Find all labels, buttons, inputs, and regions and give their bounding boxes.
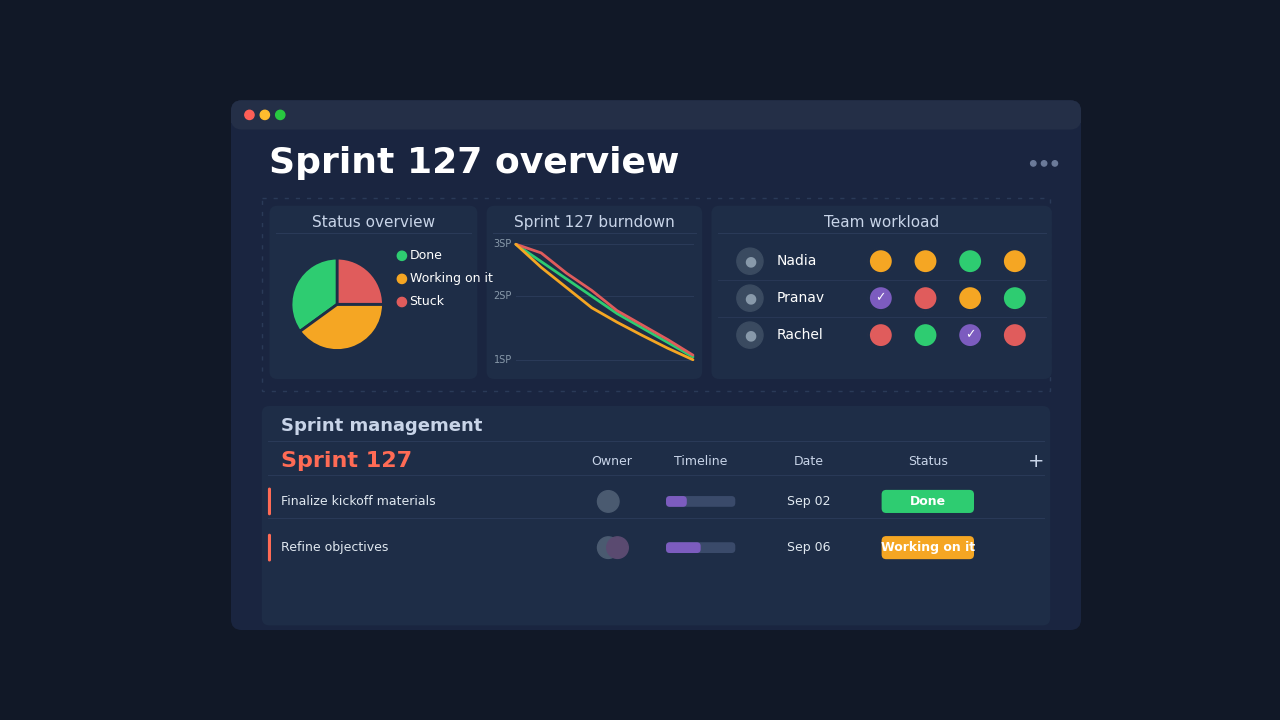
- Bar: [230, 116, 1082, 123]
- Text: Done: Done: [910, 495, 946, 508]
- Circle shape: [957, 249, 983, 274]
- Circle shape: [397, 297, 407, 307]
- Text: Pranav: Pranav: [777, 291, 826, 305]
- Text: Date: Date: [794, 455, 823, 468]
- Text: +: +: [1028, 452, 1044, 471]
- Circle shape: [957, 323, 983, 348]
- Text: Sprint 127 burndown: Sprint 127 burndown: [515, 215, 675, 230]
- Circle shape: [869, 286, 893, 310]
- Text: Stuck: Stuck: [410, 295, 444, 308]
- Circle shape: [913, 323, 938, 348]
- Circle shape: [913, 286, 938, 310]
- Wedge shape: [337, 258, 384, 305]
- Circle shape: [737, 285, 763, 311]
- FancyBboxPatch shape: [262, 406, 1050, 626]
- Circle shape: [598, 537, 620, 559]
- Circle shape: [913, 249, 938, 274]
- Circle shape: [397, 251, 407, 261]
- Text: ●: ●: [744, 254, 756, 268]
- Circle shape: [244, 110, 253, 120]
- Text: 3SP: 3SP: [494, 239, 512, 249]
- Circle shape: [1002, 249, 1027, 274]
- Text: Status: Status: [908, 455, 947, 468]
- Circle shape: [260, 110, 270, 120]
- Circle shape: [275, 110, 285, 120]
- Circle shape: [957, 286, 983, 310]
- Text: Status overview: Status overview: [312, 215, 435, 230]
- Circle shape: [397, 274, 407, 284]
- Circle shape: [869, 323, 893, 348]
- Text: Owner: Owner: [591, 455, 632, 468]
- Text: 1SP: 1SP: [494, 355, 512, 365]
- FancyBboxPatch shape: [882, 490, 974, 513]
- Text: Rachel: Rachel: [777, 328, 823, 342]
- FancyBboxPatch shape: [666, 496, 687, 507]
- Text: Team workload: Team workload: [824, 215, 940, 230]
- Circle shape: [1002, 323, 1027, 348]
- FancyBboxPatch shape: [230, 100, 1082, 630]
- Text: Finalize kickoff materials: Finalize kickoff materials: [282, 495, 435, 508]
- Text: Timeline: Timeline: [675, 455, 727, 468]
- Wedge shape: [300, 305, 384, 351]
- Text: Nadia: Nadia: [777, 254, 817, 268]
- Circle shape: [1002, 286, 1027, 310]
- Wedge shape: [291, 258, 337, 331]
- Circle shape: [869, 249, 893, 274]
- FancyBboxPatch shape: [268, 487, 271, 516]
- Circle shape: [737, 248, 763, 274]
- Text: ●: ●: [744, 291, 756, 305]
- Text: 2SP: 2SP: [494, 291, 512, 301]
- Text: Working on it: Working on it: [881, 541, 975, 554]
- Text: Sprint management: Sprint management: [282, 417, 483, 435]
- Text: ●: ●: [744, 328, 756, 342]
- Circle shape: [1030, 161, 1036, 166]
- Text: Sprint 127 overview: Sprint 127 overview: [270, 146, 680, 181]
- Bar: [262, 198, 1050, 390]
- Circle shape: [607, 537, 628, 559]
- FancyBboxPatch shape: [268, 534, 271, 562]
- Circle shape: [1052, 161, 1057, 166]
- Text: Sep 02: Sep 02: [787, 495, 831, 508]
- Text: Refine objectives: Refine objectives: [282, 541, 388, 554]
- FancyBboxPatch shape: [486, 206, 703, 379]
- Circle shape: [737, 322, 763, 348]
- Circle shape: [1042, 161, 1047, 166]
- Text: Done: Done: [410, 249, 443, 262]
- Text: ✓: ✓: [876, 292, 886, 305]
- FancyBboxPatch shape: [882, 536, 974, 559]
- FancyBboxPatch shape: [666, 542, 700, 553]
- FancyBboxPatch shape: [712, 206, 1052, 379]
- Text: Sep 06: Sep 06: [787, 541, 831, 554]
- Text: Working on it: Working on it: [410, 272, 493, 285]
- FancyBboxPatch shape: [230, 100, 1082, 130]
- FancyBboxPatch shape: [666, 496, 735, 507]
- Text: ✓: ✓: [965, 328, 975, 341]
- Text: Sprint 127: Sprint 127: [282, 451, 412, 472]
- Circle shape: [598, 490, 620, 512]
- FancyBboxPatch shape: [270, 206, 477, 379]
- FancyBboxPatch shape: [666, 542, 735, 553]
